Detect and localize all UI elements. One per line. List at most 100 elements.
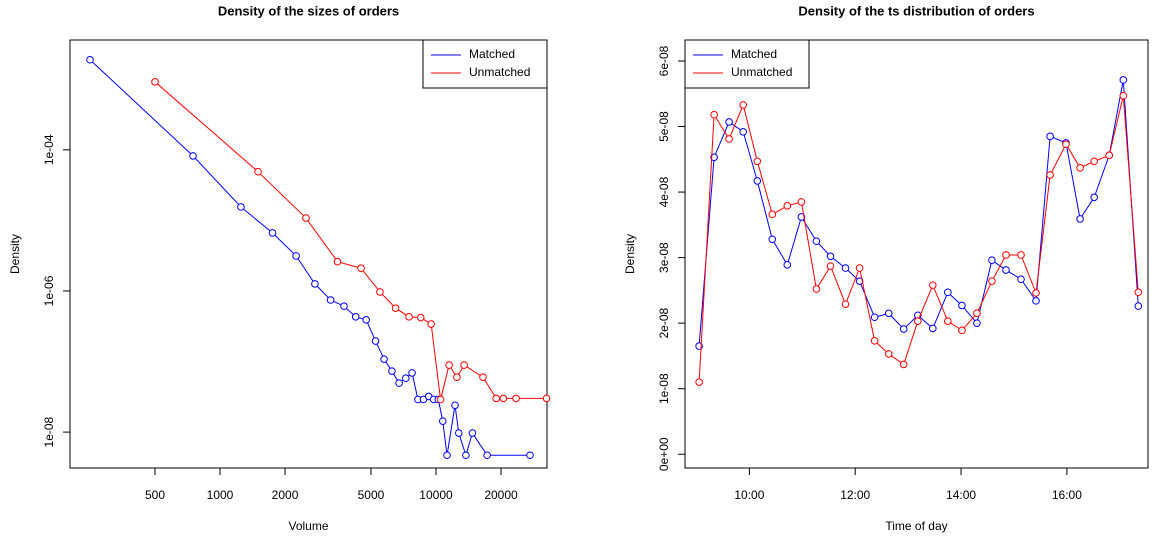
- data-point: [958, 326, 966, 335]
- data-point: [812, 237, 821, 246]
- plot-frame: [684, 39, 1149, 469]
- data-point: [725, 135, 733, 143]
- data-point: [870, 337, 879, 345]
- data-point: [929, 281, 937, 289]
- legend-label: Unmatched: [731, 65, 792, 79]
- data-point: [1062, 140, 1070, 149]
- x-tick-label: 14:00: [946, 488, 976, 502]
- data-point: [311, 280, 319, 288]
- data-point: [753, 157, 762, 166]
- data-point: [929, 324, 937, 333]
- chart-title: Density of the ts distribution of orders: [798, 3, 1034, 18]
- legend-label: Unmatched: [469, 65, 530, 79]
- y-tick-label: 1e-06: [42, 275, 56, 306]
- data-point: [739, 127, 748, 136]
- data-point: [973, 309, 981, 318]
- data-point: [988, 277, 996, 286]
- data-point: [436, 395, 445, 404]
- data-point: [783, 261, 792, 269]
- y-tick-label: 5e-08: [657, 111, 671, 142]
- x-tick-label: 1000: [207, 488, 234, 502]
- data-point: [86, 55, 94, 64]
- data-point: [988, 256, 996, 265]
- data-point: [151, 78, 159, 86]
- x-tick-label: 12:00: [840, 488, 870, 502]
- data-point: [1076, 164, 1084, 172]
- data-point: [326, 296, 335, 304]
- data-point: [1002, 266, 1010, 274]
- data-point: [739, 101, 748, 109]
- data-point: [695, 378, 703, 386]
- data-point: [438, 417, 447, 425]
- series-line: [698, 79, 1139, 347]
- data-point: [189, 152, 197, 160]
- data-point: [973, 319, 981, 327]
- y-axis-label: Density: [623, 234, 637, 274]
- data-point: [826, 262, 835, 270]
- x-tick-label: 2000: [272, 488, 299, 502]
- data-point: [841, 300, 850, 308]
- data-point: [451, 401, 459, 410]
- data-point: [237, 203, 245, 211]
- x-tick-label: 10000: [419, 488, 453, 502]
- x-tick-label: 20000: [484, 488, 518, 502]
- data-point: [427, 320, 435, 328]
- data-point: [710, 110, 718, 119]
- data-point: [454, 429, 463, 437]
- y-tick-label: 4e-08: [657, 176, 671, 207]
- data-point: [1032, 297, 1040, 305]
- data-point: [405, 313, 413, 321]
- data-point: [797, 198, 806, 206]
- x-tick-label: 500: [145, 488, 165, 502]
- data-point: [453, 373, 461, 381]
- data-point: [380, 355, 388, 363]
- data-point: [1017, 275, 1025, 284]
- data-point: [357, 264, 365, 273]
- data-point: [340, 302, 348, 310]
- data-point: [812, 285, 821, 293]
- data-point: [768, 210, 777, 219]
- x-axis-label: Volume: [288, 519, 328, 533]
- data-point: [542, 394, 551, 403]
- data-point: [416, 313, 425, 322]
- data-point: [1046, 171, 1054, 179]
- data-point: [899, 360, 908, 369]
- data-point: [371, 337, 380, 345]
- data-point: [499, 394, 508, 403]
- data-point: [841, 264, 850, 272]
- plot-frame: [69, 39, 548, 469]
- chart-title: Density of the sizes of orders: [218, 3, 399, 18]
- data-point: [1090, 193, 1099, 202]
- data-point: [402, 374, 410, 383]
- data-point: [1076, 215, 1084, 223]
- y-tick-label: 6e-08: [657, 45, 671, 76]
- data-point: [958, 301, 966, 310]
- data-point: [443, 451, 451, 460]
- data-point: [1119, 76, 1128, 84]
- data-point: [483, 451, 491, 460]
- x-axis-label: Time of day: [885, 519, 947, 533]
- data-point: [768, 235, 777, 244]
- data-point: [333, 257, 342, 266]
- data-point: [783, 202, 792, 210]
- data-point: [408, 369, 416, 377]
- data-point: [884, 350, 893, 358]
- data-point: [292, 252, 300, 260]
- data-point: [1002, 251, 1010, 259]
- data-point: [376, 288, 384, 296]
- data-point: [460, 361, 468, 369]
- series-line: [89, 59, 531, 457]
- data-point: [1046, 132, 1054, 141]
- data-point: [944, 317, 952, 325]
- data-point: [725, 118, 733, 126]
- data-point: [710, 153, 718, 162]
- x-tick-label: 5000: [358, 488, 385, 502]
- y-axis-label: Density: [8, 234, 22, 274]
- data-point: [870, 313, 879, 322]
- data-point: [351, 313, 360, 321]
- data-point: [1134, 288, 1143, 297]
- data-point: [1090, 157, 1099, 166]
- data-point: [395, 379, 403, 387]
